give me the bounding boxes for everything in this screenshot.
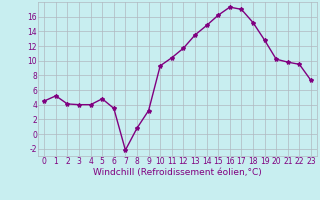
X-axis label: Windchill (Refroidissement éolien,°C): Windchill (Refroidissement éolien,°C) <box>93 168 262 177</box>
